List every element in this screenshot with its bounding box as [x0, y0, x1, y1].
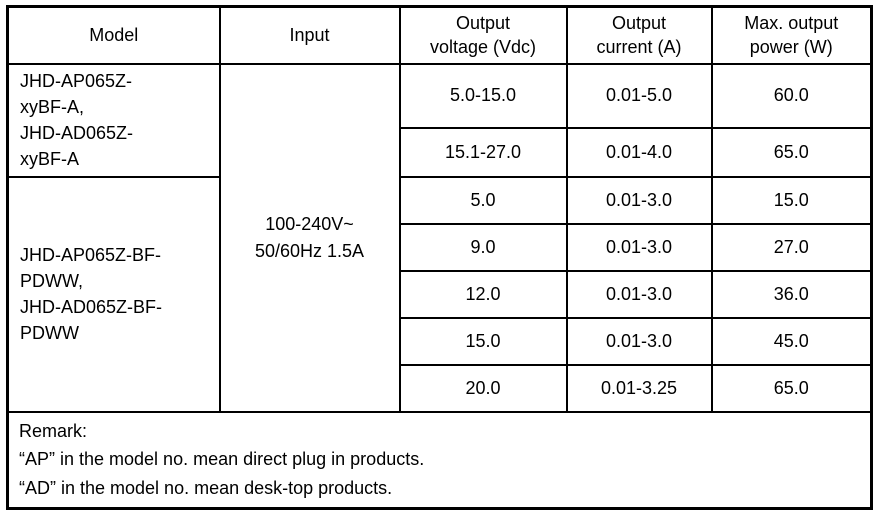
- col-header-input: Input: [218, 5, 401, 65]
- table-header-row: Model Input Output voltage (Vdc) Output …: [6, 5, 873, 65]
- model-group-1: JHD-AP065Z- xyBF-A, JHD-AD065Z- xyBF-A: [6, 62, 221, 178]
- output-current-cell: 0.01-4.0: [565, 126, 713, 178]
- remark-cell: Remark: “AP” in the model no. mean direc…: [6, 410, 873, 510]
- col-header-max-output-power: Max. output power (W): [710, 5, 873, 65]
- output-voltage-cell: 5.0: [398, 175, 568, 225]
- output-current-cell: 0.01-3.0: [565, 269, 713, 319]
- max-power-cell: 65.0: [710, 126, 873, 178]
- col-header-output-voltage: Output voltage (Vdc): [398, 5, 568, 65]
- table-row: 20.0 0.01-3.25 65.0: [8, 363, 873, 413]
- table-row: JHD-AP065Z-BF- PDWW, JHD-AD065Z-BF- PDWW…: [6, 175, 873, 413]
- output-voltage-cell: 5.0-15.0: [398, 62, 568, 129]
- power-spec-table: Model Input Output voltage (Vdc) Output …: [6, 5, 873, 510]
- output-current-cell: 0.01-3.0: [565, 175, 713, 225]
- max-power-cell: 27.0: [710, 222, 873, 272]
- max-power-cell: 36.0: [710, 269, 873, 319]
- max-power-cell: 15.0: [710, 175, 873, 225]
- remark-row: Remark: “AP” in the model no. mean direc…: [6, 410, 873, 510]
- output-voltage-cell: 12.0: [398, 269, 568, 319]
- output-voltage-cell: 20.0: [398, 363, 568, 413]
- output-current-cell: 0.01-3.25: [565, 363, 713, 413]
- table-row: 12.0 0.01-3.0 36.0: [8, 269, 873, 319]
- table-row: 15.0 0.01-3.0 45.0: [8, 316, 873, 366]
- table-row: 9.0 0.01-3.0 27.0: [8, 222, 873, 272]
- max-power-cell: 65.0: [710, 363, 873, 413]
- table-row: JHD-AP065Z- xyBF-A, JHD-AD065Z- xyBF-A 1…: [6, 62, 873, 413]
- model-group-2: JHD-AP065Z-BF- PDWW, JHD-AD065Z-BF- PDWW: [6, 175, 221, 413]
- output-current-cell: 0.01-5.0: [565, 62, 713, 129]
- table-row: 15.1-27.0 0.01-4.0 65.0: [8, 126, 873, 178]
- output-current-cell: 0.01-3.0: [565, 222, 713, 272]
- max-power-cell: 45.0: [710, 316, 873, 366]
- output-current-cell: 0.01-3.0: [565, 316, 713, 366]
- col-header-output-current: Output current (A): [565, 5, 713, 65]
- output-voltage-cell: 15.1-27.0: [398, 126, 568, 178]
- input-value-cell: 100-240V~ 50/60Hz 1.5A: [218, 62, 401, 413]
- max-power-cell: 60.0: [710, 62, 873, 129]
- output-voltage-cell: 15.0: [398, 316, 568, 366]
- col-header-model: Model: [6, 5, 221, 65]
- output-voltage-cell: 9.0: [398, 222, 568, 272]
